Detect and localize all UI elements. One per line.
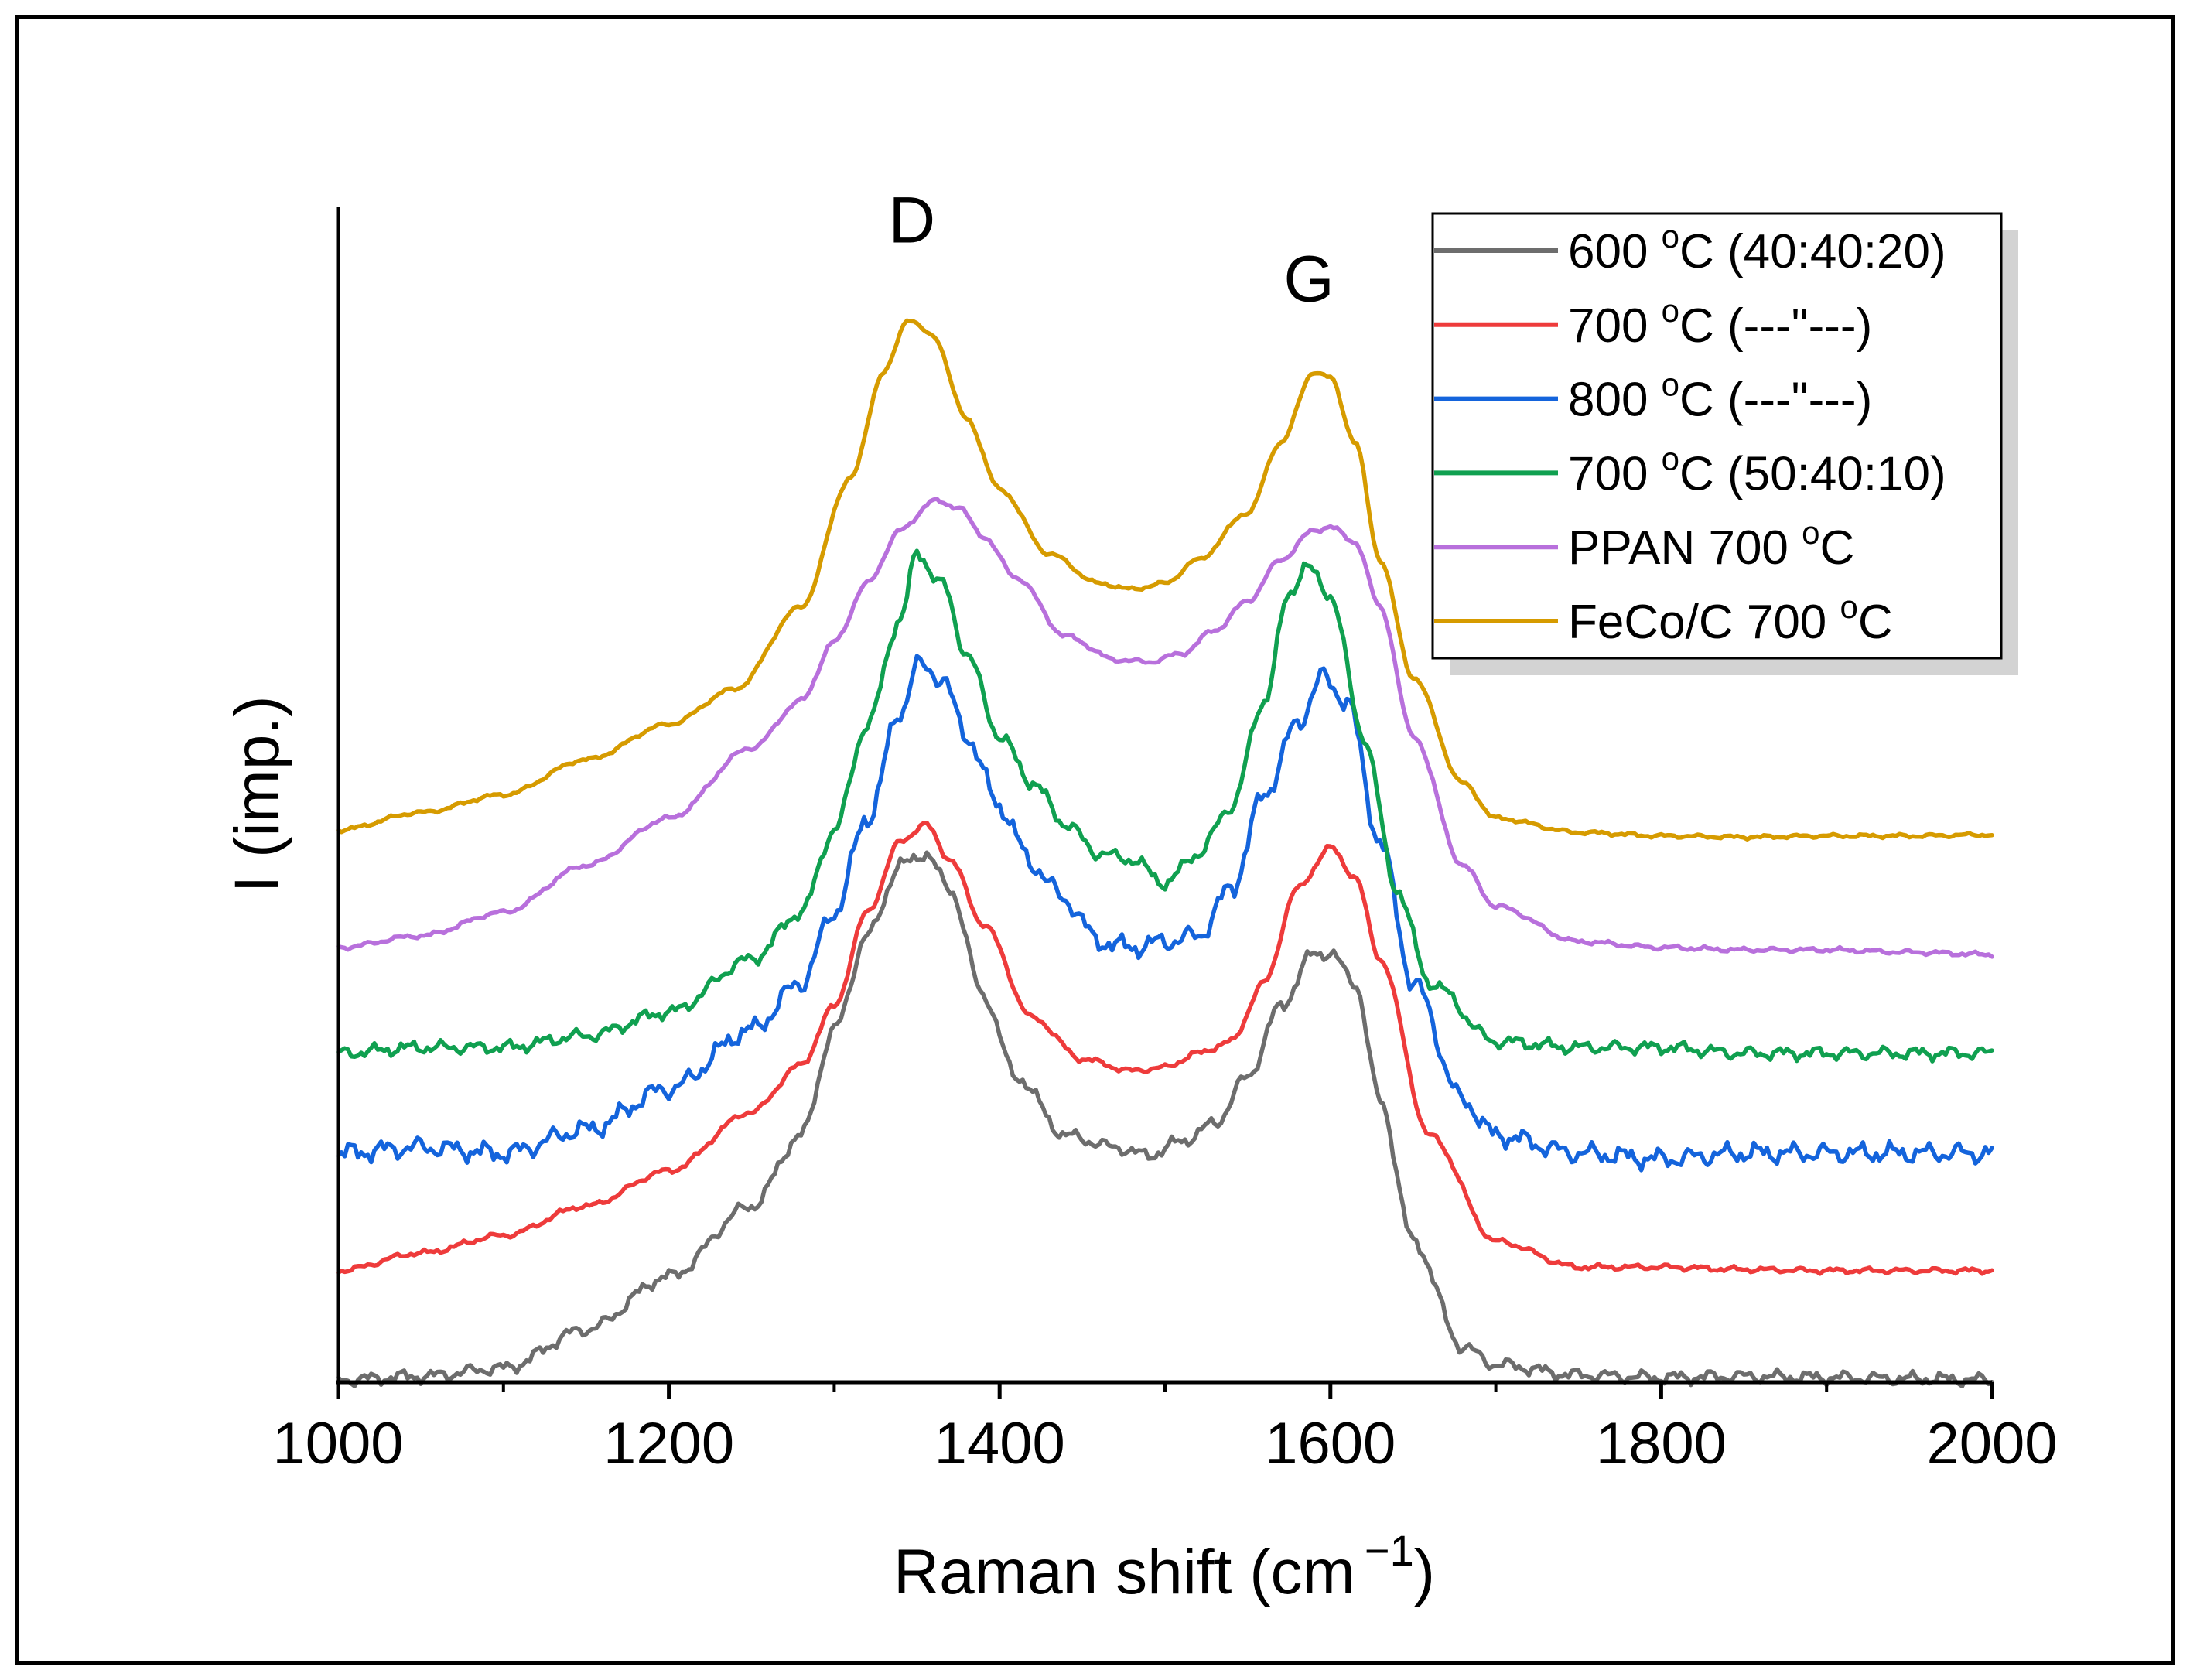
y-axis-title: I (imp.) bbox=[222, 695, 292, 893]
legend-box bbox=[1431, 212, 2003, 660]
peak-label-d: D bbox=[889, 184, 936, 257]
legend: 600 oC (40:40:20) 700 oC (---"---) 800 oC … bbox=[1431, 212, 2018, 675]
x-tick-label: 1800 bbox=[1596, 1411, 1727, 1477]
x-tick-label: 2000 bbox=[1926, 1411, 2057, 1477]
ticks-group: 1000 1200 1400 1600 1800 2000 bbox=[272, 1382, 2058, 1477]
x-axis-title-exponent: −1 bbox=[1365, 1526, 1414, 1575]
series-line-4 bbox=[336, 548, 1994, 1064]
x-tick-label: 1400 bbox=[934, 1411, 1065, 1477]
x-axis-title-main: Raman shift (cm bbox=[893, 1537, 1355, 1607]
x-tick-label: 1600 bbox=[1265, 1411, 1396, 1477]
series-line-2 bbox=[336, 820, 1994, 1276]
legend-label: 800 oC (---"---) bbox=[1568, 367, 1872, 427]
series-line-5 bbox=[336, 497, 1994, 959]
legend-label: 700 oC (50:40:10) bbox=[1568, 440, 1946, 500]
legend-items: 600 oC (40:40:20) 700 oC (---"---) 800 oC … bbox=[1434, 218, 1946, 649]
legend-label: 700 oC (---"---) bbox=[1568, 292, 1872, 353]
x-axis-title-close: ) bbox=[1414, 1537, 1435, 1607]
series-line-3 bbox=[336, 654, 1994, 1173]
x-tick-label: 1000 bbox=[272, 1411, 403, 1477]
legend-label: 600 oC (40:40:20) bbox=[1568, 218, 1946, 278]
peak-label-g: G bbox=[1283, 243, 1334, 316]
legend-label: PPAN 700 oC bbox=[1568, 514, 1854, 575]
series-line-1 bbox=[336, 850, 1994, 1388]
series-group bbox=[336, 318, 1994, 1388]
legend-label: FeCo/C 700 oC bbox=[1568, 589, 1893, 649]
series-line-6 bbox=[336, 318, 1994, 842]
x-axis-title: Raman shift (cm −1) bbox=[893, 1526, 1435, 1607]
x-tick-label: 1200 bbox=[603, 1411, 734, 1477]
